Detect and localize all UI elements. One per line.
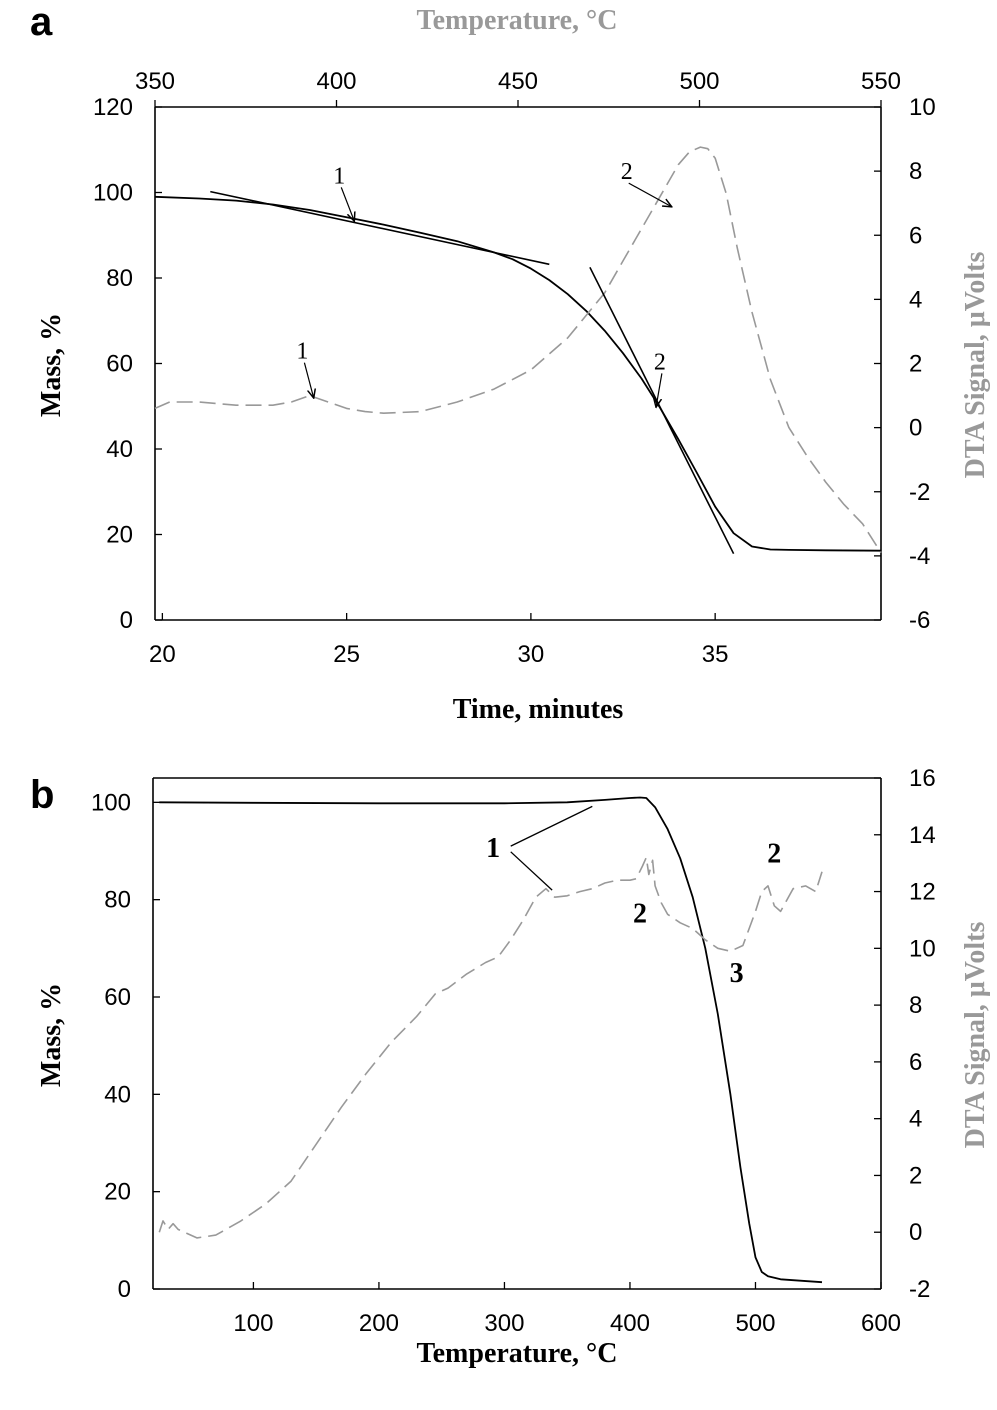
y2-tick-label: 10 [909,94,936,121]
chart-panel-a: a Temperature, °C 020406080100120-6-4-20… [30,0,991,725]
tangent-line [210,190,550,266]
y2-tick-label: -2 [909,479,930,506]
series-group-a [154,146,882,555]
y-tick-label: 20 [104,1179,131,1206]
x-tick-label: 25 [333,641,360,668]
annotation-leader-line [510,851,553,891]
x-tick-label: 600 [861,1310,901,1337]
y2-axis-title-a: DTA Signal, μVolts [960,252,991,479]
x-tick-label: 200 [359,1310,399,1337]
y2-tick-label: -2 [909,1276,930,1303]
x-tick-label: 100 [233,1310,273,1337]
mass-curve [154,195,882,552]
panel-label-b: b [30,773,54,817]
x-tick-label: 400 [610,1310,650,1337]
annotation-arrow [340,187,354,220]
panel-label-a: a [30,0,53,44]
x2-tick-label: 400 [316,68,356,95]
y2-tick-label: 0 [909,415,922,442]
y-tick-label: 60 [106,351,133,378]
y-tick-label: 0 [118,1276,131,1303]
axes-a: 0 20 40 60 80 100 120 -6 -4 -2 0 2 4 6 8 10 20 25 30 35 350 4… [93,68,936,668]
y-tick-label: 80 [104,887,131,914]
y2-tick-label: 2 [909,351,922,378]
x2-tick-label: 350 [135,68,175,95]
annotation-arrow [656,373,663,406]
dta-curve [154,146,882,554]
x-axis-title-b: Temperature, °C [417,1338,618,1369]
annotation-label: 2 [633,898,647,929]
y-tick-label: 120 [93,94,133,121]
x-tick-label: 35 [702,641,729,668]
mass-curve [159,796,823,1284]
x2-tick-label: 450 [498,68,538,95]
y2-tick-label: 4 [909,1106,922,1133]
annotation-label: 1 [333,163,345,189]
y2-tick-label: 8 [909,992,922,1019]
y-axis-title-b: Mass, % [36,983,67,1087]
y2-tick-label: -6 [909,607,930,634]
x-axis-title-a: Time, minutes [453,694,624,725]
y-tick-label: 80 [106,265,133,292]
annotation-label: 1 [486,833,500,864]
y-tick-label: 100 [93,180,133,207]
y2-tick-label: 12 [909,879,936,906]
y-tick-label: 60 [104,984,131,1011]
y2-tick-label: 2 [909,1162,922,1189]
y-tick-label: 100 [91,789,131,816]
annotations-a: 1 2 1 2 [296,159,671,406]
y2-axis-title-b: DTA Signal, μVolts [960,922,991,1149]
annotation-label: 2 [621,159,633,185]
dta-curve [158,856,823,1239]
y2-tick-label: 16 [909,765,936,792]
x2-tick-label: 550 [861,68,901,95]
y2-tick-label: 14 [909,822,936,849]
top-axis-title: Temperature, °C [417,5,618,36]
x-tick-label: 30 [518,641,545,668]
y-tick-label: 40 [106,436,133,463]
annotations-b: 1 2 3 2 [486,805,781,989]
x-tick-label: 300 [484,1310,524,1337]
annotation-leader-line [510,805,593,847]
y2-tick-label: 8 [909,158,922,185]
x2-tick-label: 500 [679,68,719,95]
series-group-b [158,796,823,1284]
y2-tick-label: -4 [909,543,930,570]
y2-tick-label: 6 [909,222,922,249]
y-axis-title-a: Mass, % [36,313,67,417]
y2-tick-label: 4 [909,286,922,313]
annotation-arrow [303,362,313,397]
tangent-line [589,266,735,555]
annotation-label: 1 [296,339,308,365]
y-tick-label: 0 [120,607,133,634]
y2-tick-label: 10 [909,935,936,962]
annotation-label: 2 [654,349,666,375]
y2-tick-label: 0 [909,1219,922,1246]
annotation-arrow [628,182,671,206]
x-tick-label: 20 [149,641,176,668]
y-tick-label: 20 [106,522,133,549]
x-tick-label: 500 [735,1310,775,1337]
annotation-label: 3 [730,958,744,989]
y2-tick-label: 6 [909,1049,922,1076]
annotation-label: 2 [767,839,781,870]
y-tick-label: 40 [104,1081,131,1108]
